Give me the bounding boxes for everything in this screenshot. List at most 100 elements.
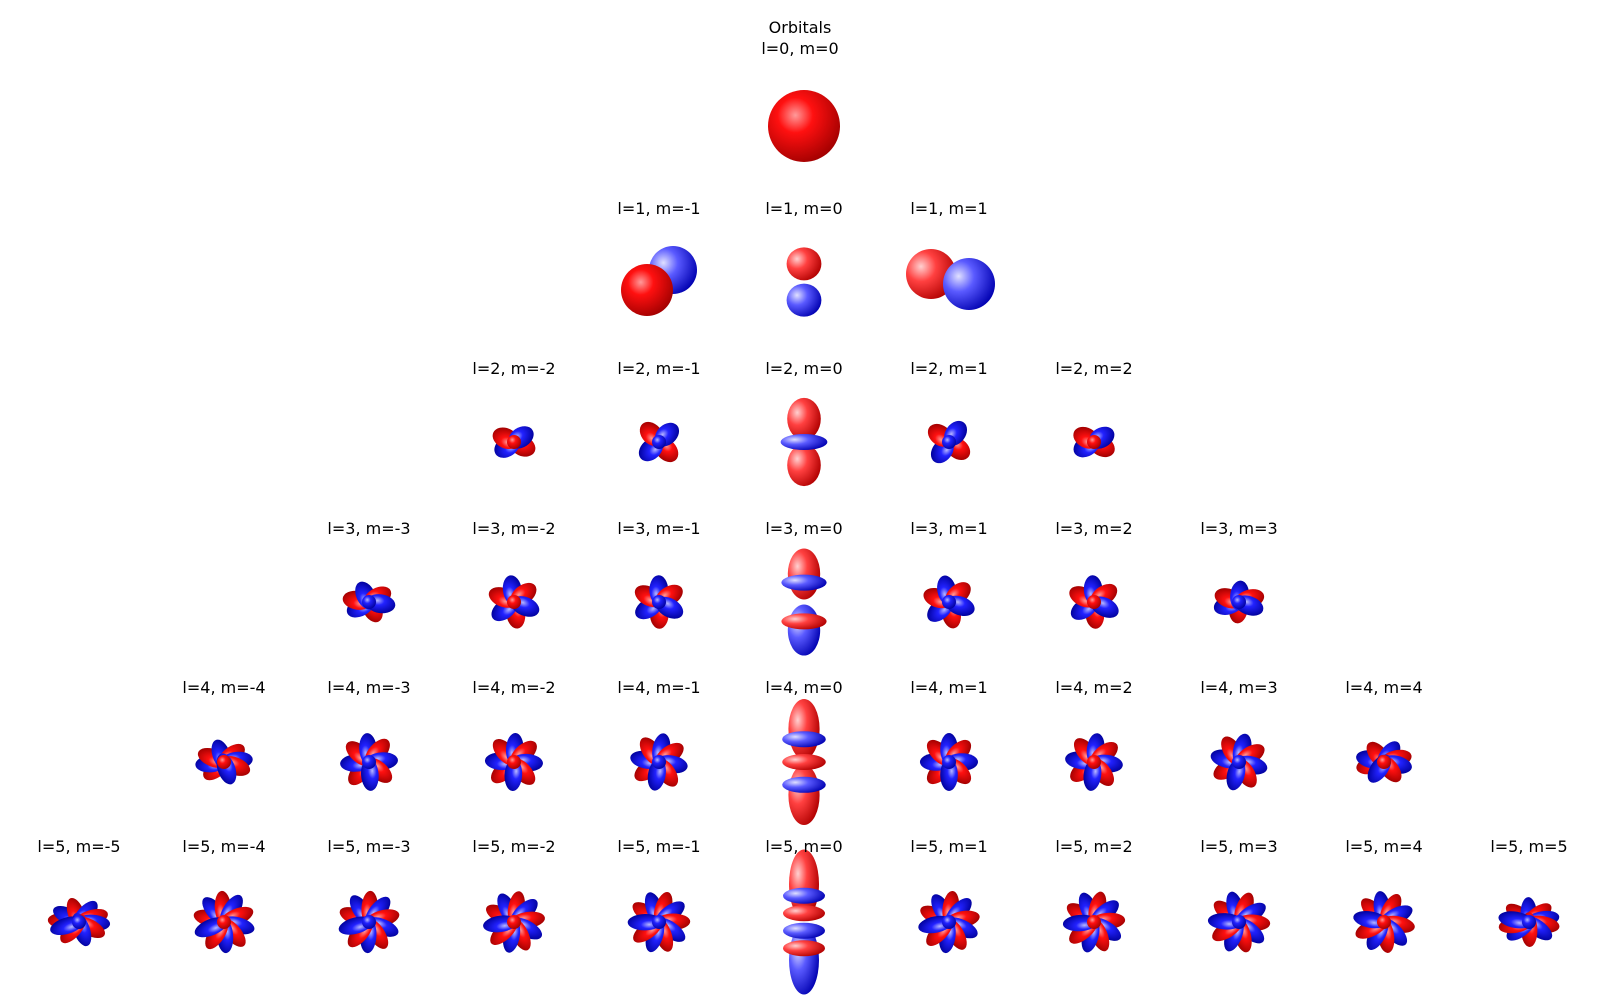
orbital-shape — [1069, 575, 1119, 629]
orbital-shape — [1353, 891, 1415, 953]
orbital-shape — [927, 420, 971, 464]
orbital-shape — [1210, 733, 1268, 791]
orbital-label: l=4, m=-3 — [327, 678, 411, 697]
orbital-shape — [781, 548, 827, 656]
orbital-label: l=5, m=-2 — [472, 837, 556, 856]
orbital-lobe — [768, 90, 840, 162]
orbital-shape — [1356, 741, 1412, 783]
orbital-core — [1522, 915, 1536, 929]
orbital-core — [507, 755, 521, 769]
orbital-label: l=3, m=-2 — [472, 519, 556, 538]
orbital-label: l=3, m=-1 — [617, 519, 701, 538]
orbital-shape — [780, 397, 828, 487]
orbital-shape — [919, 732, 978, 792]
orbital-core — [217, 755, 231, 769]
orbital-core — [217, 915, 231, 929]
orbital-label: l=5, m=3 — [1200, 837, 1278, 856]
orbital-core — [362, 755, 376, 769]
orbital-shape — [621, 246, 697, 316]
orbital-label: l=4, m=4 — [1345, 678, 1423, 697]
orbital-lobe — [787, 397, 821, 440]
orbital-shape — [630, 733, 688, 791]
title-first-orbital-label: l=0, m=0 — [761, 39, 839, 58]
orbital-label: l=5, m=5 — [1490, 837, 1568, 856]
orbital-lobe — [621, 264, 673, 316]
orbital-shape — [1065, 733, 1123, 791]
orbital-lobe — [788, 699, 820, 759]
orbital-core — [1087, 755, 1101, 769]
orbital-shape — [1207, 891, 1271, 953]
orbital-label: l=3, m=1 — [910, 519, 988, 538]
orbital-lobe — [787, 444, 821, 487]
orbital-core — [652, 915, 666, 929]
orbital-core — [942, 755, 956, 769]
orbital-shape — [634, 575, 684, 629]
orbital-shape — [342, 581, 396, 623]
orbital-lobe — [786, 247, 822, 281]
orbital-shape — [338, 890, 400, 954]
orbital-label: l=3, m=-3 — [327, 519, 411, 538]
orbital-shape — [1498, 897, 1560, 947]
orbital-label: l=5, m=4 — [1345, 837, 1423, 856]
orbital-core — [942, 595, 956, 609]
orbital-shape — [484, 733, 543, 792]
orbital-label: l=4, m=2 — [1055, 678, 1133, 697]
orbital-label: l=1, m=1 — [910, 199, 988, 218]
orbital-label: l=5, m=-4 — [182, 837, 266, 856]
orbital-shape — [492, 426, 536, 458]
orbital-shape — [47, 897, 111, 947]
orbital-shape — [193, 890, 255, 954]
orbital-core — [362, 915, 376, 929]
orbital-shape — [906, 249, 995, 310]
orbital-core — [1087, 915, 1101, 929]
orbital-shape — [782, 699, 826, 825]
orbital-shape — [768, 90, 840, 162]
orbital-core — [652, 435, 666, 449]
orbital-ring — [782, 731, 826, 748]
orbital-ring — [782, 754, 826, 770]
orbital-shape — [1062, 891, 1126, 953]
orbital-shape — [638, 421, 680, 463]
orbital-lobe — [786, 283, 822, 317]
orbital-label: l=2, m=1 — [910, 359, 988, 378]
orbital-ring — [782, 776, 826, 793]
orbital-ring — [781, 613, 827, 630]
orbital-label: l=2, m=-2 — [472, 359, 556, 378]
orbital-label: l=2, m=2 — [1055, 359, 1133, 378]
orbital-label: l=3, m=0 — [765, 519, 843, 538]
orbital-label: l=5, m=-3 — [327, 837, 411, 856]
orbital-lobe — [787, 604, 821, 656]
orbital-label: l=4, m=-2 — [472, 678, 556, 697]
orbital-core — [1377, 915, 1391, 929]
orbital-label: l=4, m=1 — [910, 678, 988, 697]
orbital-shape — [488, 575, 540, 629]
orbital-ring — [783, 887, 825, 904]
orbital-shape — [483, 891, 545, 953]
orbital-label: l=2, m=0 — [765, 359, 843, 378]
orbital-label: l=3, m=3 — [1200, 519, 1278, 538]
orbital-label: l=4, m=-1 — [617, 678, 701, 697]
orbital-label: l=4, m=-4 — [182, 678, 266, 697]
orbital-label: l=5, m=2 — [1055, 837, 1133, 856]
orbital-shape — [918, 890, 980, 954]
orbital-label: l=2, m=-1 — [617, 359, 701, 378]
orbital-label: l=4, m=3 — [1200, 678, 1278, 697]
orbital-shape — [340, 733, 398, 791]
orbital-core — [1087, 595, 1101, 609]
orbital-lobe — [787, 548, 821, 600]
orbital-ring — [783, 905, 825, 922]
orbital-core — [507, 435, 521, 449]
orbital-label: l=5, m=-5 — [37, 837, 121, 856]
orbital-core — [652, 755, 666, 769]
orbital-core — [1377, 755, 1391, 769]
orbital-shape — [923, 575, 975, 629]
orbital-label: l=5, m=1 — [910, 837, 988, 856]
orbital-label: l=1, m=-1 — [617, 199, 701, 218]
figure-title-text: Orbitals — [768, 18, 832, 37]
orbital-core — [72, 915, 86, 929]
orbital-lobe — [943, 258, 995, 310]
orbital-core — [1232, 595, 1246, 609]
orbital-ring — [783, 922, 825, 939]
